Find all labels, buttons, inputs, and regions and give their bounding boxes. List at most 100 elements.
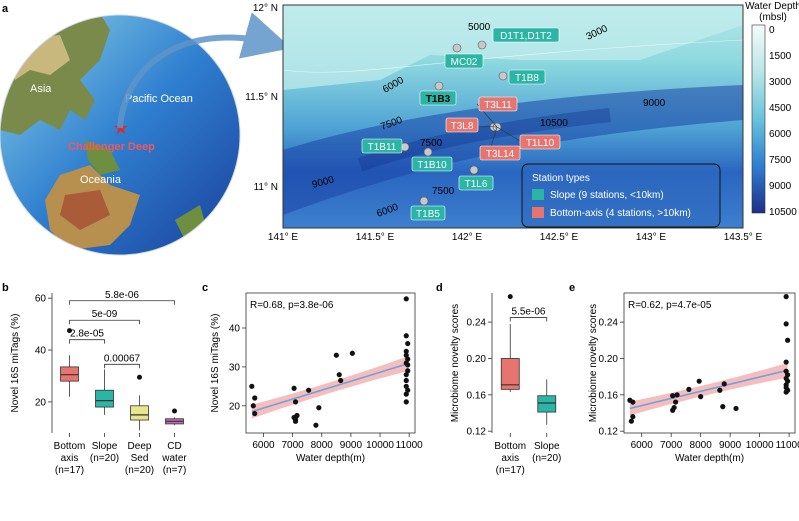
scatter-point bbox=[405, 340, 411, 347]
zoom-arrow bbox=[117, 12, 292, 129]
colorbar-scale bbox=[751, 24, 766, 214]
category-label: Bottom bbox=[54, 441, 86, 452]
lon-tick: 141° E bbox=[268, 232, 298, 243]
category-label: Deep bbox=[128, 441, 152, 452]
scatter-point bbox=[698, 394, 704, 400]
colorbar-tick: 1500 bbox=[769, 51, 792, 62]
scatter-point bbox=[336, 372, 342, 378]
x-tick-label: 10000 bbox=[366, 440, 394, 451]
x-tick-label: 6000 bbox=[631, 440, 654, 451]
significance-bracket bbox=[104, 363, 140, 369]
scatter-point bbox=[349, 350, 355, 356]
correlation-annotation: R=0.62, p=4.7e-05 bbox=[628, 300, 712, 311]
scatter-point bbox=[403, 333, 409, 339]
contour-label: 5000 bbox=[468, 22, 491, 33]
station-label-box[interactable] bbox=[419, 90, 457, 106]
category-label: (n=20) bbox=[90, 453, 119, 464]
scatter-point bbox=[252, 410, 258, 417]
y-tick-label: 30 bbox=[229, 362, 241, 373]
chart-panel-c: 20 30 40 Novel 16S miTags (%) 6000 7000 8000 90… bbox=[210, 292, 424, 464]
station-dot[interactable] bbox=[434, 81, 444, 91]
station-label-box[interactable] bbox=[445, 117, 479, 133]
regression-line bbox=[629, 369, 788, 410]
colorbar-tick: 7500 bbox=[769, 155, 792, 166]
legend-swatch-slope bbox=[532, 189, 544, 200]
station-label-t1b8: T1B8 bbox=[515, 73, 539, 84]
chart-panel-b: 20 40 60 Novel 16S miTags (%) Bottomaxis(n=1… bbox=[10, 290, 187, 476]
station-legend: Station types Slope (9 stations, <10km) … bbox=[521, 163, 721, 228]
lon-tick: 141.5° E bbox=[356, 232, 395, 243]
station-label-t1b5: T1B5 bbox=[416, 209, 440, 220]
lon-tick: 143.5° E bbox=[724, 232, 763, 243]
station-label-box[interactable] bbox=[479, 145, 521, 161]
scatter-point bbox=[696, 378, 702, 384]
legend-title: Station types bbox=[532, 173, 590, 184]
colorbar-title: Water Depth bbox=[745, 1, 799, 12]
p-value-label: 0.00067 bbox=[104, 353, 141, 364]
oceania-red-center bbox=[60, 190, 110, 230]
panel-label-d: d bbox=[436, 282, 443, 294]
scatter-point bbox=[333, 352, 339, 358]
label-pacific: Pacific Ocean bbox=[125, 93, 193, 105]
scatter-point bbox=[630, 414, 636, 420]
scatter-point bbox=[670, 407, 676, 413]
y-tick-label: 0.20 bbox=[599, 354, 619, 365]
scatter-point bbox=[670, 393, 676, 399]
legend-axis-label: Bottom-axis (4 stations, >10km) bbox=[550, 208, 691, 219]
category-label: (n=20) bbox=[532, 453, 561, 464]
x-tick-label: 9000 bbox=[340, 440, 363, 451]
station-label-t3l11: T3L11 bbox=[484, 100, 512, 111]
station-dot[interactable] bbox=[469, 165, 479, 175]
panel-label-e: e bbox=[569, 282, 575, 294]
label-oceania: Oceania bbox=[80, 174, 122, 186]
colorbar-unit: (mbsl) bbox=[759, 12, 787, 23]
x-tick-label: 8000 bbox=[311, 440, 334, 451]
box-body bbox=[60, 366, 79, 382]
x-tick-label: 11000 bbox=[396, 440, 424, 451]
p-value-label: 2.8e-05 bbox=[70, 329, 104, 340]
station-label-box[interactable] bbox=[361, 138, 403, 154]
scatter-point bbox=[628, 418, 634, 424]
y-tick-label: 0.24 bbox=[467, 318, 487, 329]
islands-landmass bbox=[85, 140, 120, 175]
station-dot[interactable] bbox=[419, 196, 429, 206]
station-label-box[interactable] bbox=[411, 156, 453, 172]
category-label: (n=20) bbox=[125, 465, 154, 476]
station-label-box[interactable] bbox=[478, 96, 518, 112]
station-dot[interactable] bbox=[477, 40, 487, 50]
scatter-point bbox=[292, 399, 299, 405]
scatter-point bbox=[672, 399, 679, 405]
bathymetry-map: 12° N 11.5° N 11° N 141° E 141.5° E 142°… bbox=[245, 1, 799, 243]
lat-tick: 12° N bbox=[253, 3, 278, 14]
scatter-point bbox=[686, 386, 692, 392]
station-label-box[interactable] bbox=[458, 175, 494, 191]
legend-box bbox=[521, 163, 721, 228]
p-value-label: 5.8e-06 bbox=[105, 290, 139, 301]
scatter-point bbox=[249, 383, 255, 389]
station-dot[interactable] bbox=[452, 43, 462, 53]
plot-frame bbox=[623, 292, 796, 434]
station-dot[interactable] bbox=[498, 71, 508, 81]
scatter-point bbox=[717, 387, 723, 393]
y-tick-label: 0.12 bbox=[599, 427, 619, 438]
station-label-box[interactable] bbox=[508, 69, 546, 85]
chart-panel-d: 0.12 0.16 0.20 0.24 Microbiome novelty score… bbox=[450, 293, 561, 476]
plot-frame bbox=[245, 292, 416, 434]
category-label: Slope bbox=[92, 441, 118, 452]
station-label-box[interactable] bbox=[492, 27, 560, 43]
station-label-box[interactable] bbox=[444, 53, 484, 69]
station-label-mc02: MC02 bbox=[451, 57, 478, 68]
scatter-point bbox=[338, 377, 344, 384]
scatter-point bbox=[785, 337, 791, 343]
station-label-box[interactable] bbox=[410, 205, 446, 221]
scatter-point bbox=[403, 399, 409, 405]
category-label: CD bbox=[167, 441, 181, 452]
significance-bracket bbox=[69, 339, 105, 344]
regression-line bbox=[251, 363, 408, 413]
station-dot[interactable] bbox=[423, 147, 433, 157]
label-challenger-deep: Challenger Deep bbox=[68, 141, 155, 153]
scatter-point bbox=[403, 391, 409, 397]
station-label-box[interactable] bbox=[519, 134, 561, 150]
p-value-label: 5e-09 bbox=[92, 309, 118, 320]
